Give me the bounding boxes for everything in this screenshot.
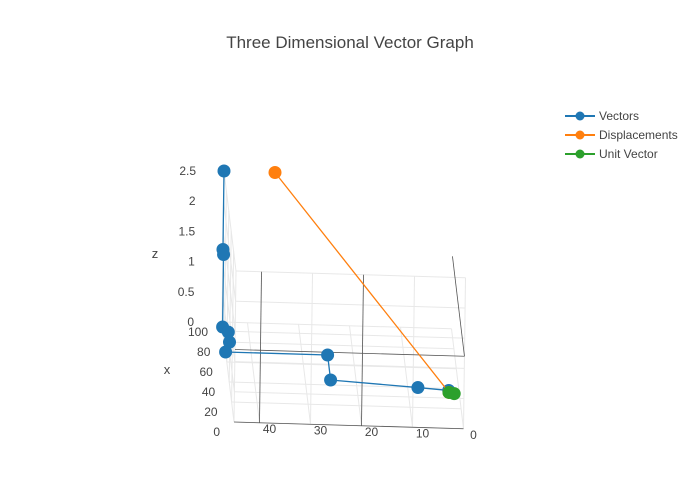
zero-line [452,256,465,357]
x-axis-title: x [164,362,171,377]
grid-line [310,273,313,425]
z-tick-label: 2 [189,194,196,208]
y-tick-label: 0 [470,428,477,442]
grid-line [223,170,237,272]
grid-line [224,341,454,350]
y-tick-label: 10 [416,426,430,440]
zero-line [234,349,465,357]
z-tick-label: 0.5 [178,285,195,299]
grid-line [233,270,237,423]
legend-swatch [565,149,595,158]
grid-line [400,327,413,428]
legend-swatch [565,111,595,120]
grid-line [298,324,311,425]
grid-line [223,201,237,302]
legend-item-vectors[interactable]: Vectors [563,106,678,125]
grid-line [231,401,462,410]
grid-line [234,361,465,369]
x-tick-label: 60 [199,365,213,379]
data-point[interactable] [268,166,282,179]
traces[interactable] [216,164,461,401]
legend-label: Vectors [599,108,640,123]
z-tick-label: 1.5 [179,224,196,238]
z-tick-label: 1 [188,255,195,269]
legend-label: Displacements [599,127,678,142]
y-tick-label: 30 [314,423,328,437]
grid-line [221,321,235,423]
zero-line [361,274,364,426]
grid-line [412,276,415,428]
z-tick-label: 2.5 [179,164,196,178]
zero-line [259,271,262,423]
z-axis-title: z [152,246,159,261]
x-tick-label: 40 [202,385,216,399]
y-tick-label: 20 [365,425,379,439]
y-tick-label: 40 [263,422,277,436]
series-vectors[interactable] [216,164,456,397]
z-tick-label: 0 [187,315,194,329]
grid-line [451,328,464,429]
grid-line [226,361,457,370]
legend-item-displacements[interactable]: Displacements [563,125,678,144]
legend-swatch [565,130,595,139]
data-point[interactable] [447,387,461,401]
grid-line [235,270,466,279]
legend-item-unit-vector[interactable]: Unit Vector [563,144,678,163]
grid-lines [221,170,466,430]
grid-line [234,391,464,400]
x-tick-label: 20 [204,405,218,419]
grid-line [349,325,362,426]
data-point[interactable] [321,348,335,362]
data-point[interactable] [219,345,233,359]
data-point[interactable] [223,335,236,349]
data-point[interactable] [217,164,231,178]
grid-line [235,300,466,309]
x-tick-label: 0 [213,425,220,439]
legend[interactable]: Vectors Displacements Unit Vector [563,106,678,163]
series-unit-vector[interactable] [442,385,461,401]
data-point[interactable] [411,381,425,395]
series-line [274,172,450,393]
grid-line [235,330,465,339]
x-tick-label: 100 [188,325,208,339]
grid-line [247,322,260,423]
data-point[interactable] [217,248,231,262]
x-tick-label: 80 [197,345,211,359]
data-point[interactable] [221,325,235,339]
grid-line [231,250,235,403]
legend-label: Unit Vector [599,146,658,161]
grid-line [223,190,227,343]
grid-line [221,321,452,330]
chart-title: Three Dimensional Vector Graph [226,33,474,52]
zero-line [233,421,464,430]
data-point[interactable] [324,373,338,387]
